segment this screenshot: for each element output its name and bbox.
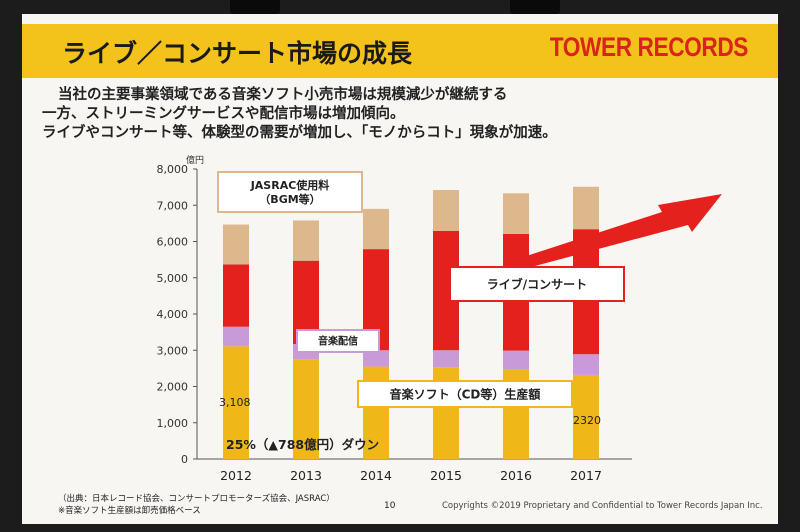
y-tick-label: 8,000 — [157, 163, 189, 176]
x-tick-label: 2012 — [220, 468, 252, 483]
y-tick-label: 5,000 — [157, 272, 189, 285]
y-tick-label: 3,000 — [157, 344, 189, 357]
legend-live-label: ライブ/コンサート — [487, 276, 587, 291]
footnotes: （出典：日本レコード協会、コンサートプロモーターズ協会、JASRAC） ※音楽ソ… — [58, 493, 335, 517]
legend-jasrac-label: （BGM等） — [259, 192, 320, 206]
bar-jasrac-2013 — [293, 220, 319, 261]
bar-streaming-2012 — [223, 326, 249, 347]
legend-streaming-label: 音楽配信 — [318, 335, 358, 348]
stacked-bar-chart: 億円 0 1,000 2,000 3,000 4,000 5,000 6,000 7,000 8,… — [157, 154, 722, 483]
bar-jasrac-2015 — [433, 190, 459, 231]
legend-jasrac-box — [217, 171, 363, 213]
value-label-2012: 3,108 — [219, 396, 251, 409]
bar-jasrac-2017 — [573, 186, 599, 230]
y-tick-label: 2,000 — [157, 381, 189, 394]
legend-cd-label: 音楽ソフト（CD等）生産額 — [390, 386, 541, 401]
legend-cd-box — [357, 380, 573, 408]
value-label-2017: 2320 — [573, 414, 601, 427]
intro-line: 当社の主要事業領域である音楽ソフト小売市場は規模減少が継続する — [58, 87, 508, 103]
decline-annotation: 25%（▲788億円）ダウン — [226, 437, 379, 452]
x-tick-label: 2015 — [430, 468, 462, 483]
y-tick-label: 4,000 — [157, 308, 189, 321]
intro-text: 当社の主要事業領域である音楽ソフト小売市場は規模減少が継続する 一方、ストリーミ… — [42, 86, 742, 143]
intro-line: ライブやコンサート等、体験型の需要が増加し、「モノからコト」現象が加速。 — [42, 125, 557, 141]
y-axis-unit: 億円 — [186, 154, 204, 166]
bar-streaming-2014 — [363, 350, 389, 367]
bar-streaming-2015 — [433, 350, 459, 368]
copyright-notice: Copyrights ©2019 Proprietary and Confide… — [442, 501, 763, 511]
legend-live-box — [449, 266, 625, 302]
x-tick-label: 2013 — [290, 468, 322, 483]
legend-streaming-box — [296, 329, 380, 353]
camera-mark-right — [510, 0, 560, 14]
footnote-source: （出典：日本レコード協会、コンサートプロモーターズ協会、JASRAC） — [58, 494, 335, 504]
bar-streaming-2016 — [503, 350, 529, 370]
slide-title: ライブ／コンサート市場の成長 — [62, 39, 413, 68]
bar-jasrac-2012 — [223, 224, 249, 265]
x-tick-label: 2016 — [500, 468, 532, 483]
x-tick-label: 2017 — [570, 468, 602, 483]
bar-cd-2017 — [573, 374, 599, 459]
y-tick-label: 6,000 — [157, 236, 189, 249]
x-tick-label: 2014 — [360, 468, 392, 483]
footnote-basis: ※音楽ソフト生産額は卸売価格ベース — [58, 506, 201, 516]
y-tick-label: 1,000 — [157, 417, 189, 430]
bar-cd-2013 — [293, 359, 319, 459]
intro-line: 一方、ストリーミングサービスや配信市場は増加傾向。 — [42, 106, 405, 122]
bar-jasrac-2014 — [363, 208, 389, 250]
bar-cd-2012 — [223, 346, 249, 459]
bar-streaming-2017 — [573, 354, 599, 375]
growth-arrow — [514, 194, 722, 270]
y-tick-label: 0 — [181, 453, 188, 466]
camera-mark-left — [230, 0, 280, 14]
y-tick-label: 7,000 — [157, 199, 189, 212]
title-bar — [22, 24, 778, 78]
bar-live-2012 — [223, 264, 249, 327]
page-number: 10 — [384, 501, 396, 511]
bar-jasrac-2016 — [503, 193, 529, 234]
brand-logo: TOWER RECORDS — [549, 32, 749, 62]
presentation-slide: ライブ／コンサート市場の成長 TOWER RECORDS 当社の主要事業領域であ… — [22, 14, 778, 524]
legend-jasrac-label: JASRAC使用料 — [250, 178, 330, 192]
